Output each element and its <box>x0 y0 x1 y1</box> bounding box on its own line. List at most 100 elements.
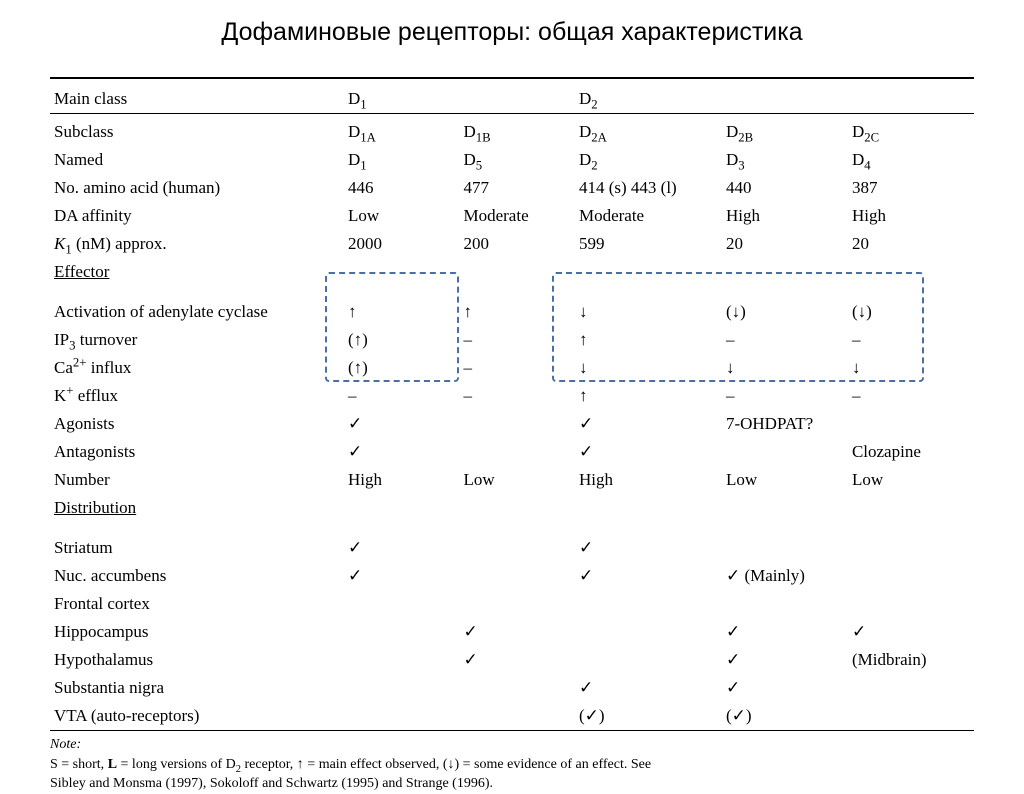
cell <box>722 534 848 562</box>
note-heading: Note: <box>50 737 81 752</box>
cell: D4 <box>848 146 974 174</box>
row-label: Frontal cortex <box>50 590 344 618</box>
cell: – <box>848 382 974 410</box>
cell: (↑) <box>344 354 459 382</box>
row-label: Antagonists <box>50 438 344 466</box>
cell: (Midbrain) <box>848 646 974 674</box>
spacer-row <box>50 78 974 85</box>
table-row: Number High Low High Low Low <box>50 466 974 494</box>
page-title: Дофаминовые рецепторы: общая характерист… <box>50 18 974 47</box>
header-row: Main class D1 D2 <box>50 85 974 114</box>
cell: Low <box>722 466 848 494</box>
cell: High <box>848 202 974 230</box>
cell: ↑ <box>344 298 459 326</box>
table-row: IP3 turnover (↑) – ↑ – – <box>50 326 974 354</box>
cell: ✓ <box>575 562 722 590</box>
cell <box>344 646 459 674</box>
row-label: Ca2+ influx <box>50 354 344 382</box>
table-row: Agonists ✓ ✓ 7-OHDPAT? <box>50 410 974 438</box>
cell <box>344 618 459 646</box>
table-row: K1 (nM) approx. 2000 200 599 20 20 <box>50 230 974 258</box>
table-row: Frontal cortex <box>50 590 974 618</box>
cell <box>459 410 574 438</box>
cell: ↓ <box>848 354 974 382</box>
cell <box>722 438 848 466</box>
cell: ✓ <box>344 438 459 466</box>
table-row: No. amino acid (human) 446 477 414 (s) 4… <box>50 174 974 202</box>
row-label: VTA (auto-receptors) <box>50 702 344 731</box>
cell: D2C <box>848 118 974 146</box>
row-label: Nuc. accumbens <box>50 562 344 590</box>
cell: D5 <box>459 146 574 174</box>
row-label: No. amino acid (human) <box>50 174 344 202</box>
cell: D1B <box>459 118 574 146</box>
cell: – <box>722 382 848 410</box>
footnote: Note: S = short, L = long versions of D2… <box>50 735 974 794</box>
cell: D2A <box>575 118 722 146</box>
cell: ✓ <box>848 618 974 646</box>
cell: 414 (s) 443 (l) <box>575 174 722 202</box>
row-label: Striatum <box>50 534 344 562</box>
cell <box>459 534 574 562</box>
cell: – <box>459 382 574 410</box>
table-row: Ca2+ influx (↑) – ↓ ↓ ↓ <box>50 354 974 382</box>
distribution-label: Distribution <box>50 494 344 522</box>
cell: 7-OHDPAT? <box>722 410 848 438</box>
cell: ↓ <box>575 354 722 382</box>
cell: ✓ <box>575 534 722 562</box>
cell: High <box>344 466 459 494</box>
cell: ↓ <box>722 354 848 382</box>
row-label: DA affinity <box>50 202 344 230</box>
cell: D2B <box>722 118 848 146</box>
cell: (↑) <box>344 326 459 354</box>
cell <box>459 674 574 702</box>
row-label: Number <box>50 466 344 494</box>
cell <box>344 674 459 702</box>
cell: D3 <box>722 146 848 174</box>
cell: Moderate <box>459 202 574 230</box>
cell: ↑ <box>575 326 722 354</box>
row-label: K+ efflux <box>50 382 344 410</box>
row-label: Hippocampus <box>50 618 344 646</box>
cell: ↑ <box>459 298 574 326</box>
cell: Low <box>459 466 574 494</box>
cell: ✓ <box>459 618 574 646</box>
cell <box>344 702 459 731</box>
row-label: IP3 turnover <box>50 326 344 354</box>
spacer-row <box>50 522 974 534</box>
table-row: Striatum ✓ ✓ <box>50 534 974 562</box>
table-row: Hippocampus ✓ ✓ ✓ <box>50 618 974 646</box>
main-class-label: Main class <box>50 85 344 114</box>
cell: 440 <box>722 174 848 202</box>
cell: ✓ <box>722 646 848 674</box>
cell <box>459 562 574 590</box>
cell: ✓ <box>344 410 459 438</box>
d1-header: D1 <box>344 85 575 114</box>
d2-header: D2 <box>575 85 974 114</box>
effector-label: Effector <box>50 258 344 286</box>
note-line2: Sibley and Monsma (1997), Sokoloff and S… <box>50 776 493 791</box>
table-row: Hypothalamus ✓ ✓ (Midbrain) <box>50 646 974 674</box>
table-row: Antagonists ✓ ✓ Clozapine <box>50 438 974 466</box>
cell <box>848 702 974 731</box>
cell: ✓ <box>575 410 722 438</box>
table-row: DA affinity Low Moderate Moderate High H… <box>50 202 974 230</box>
receptor-table: Main class D1 D2 Subclass D1A D1B D2A D2… <box>50 77 974 731</box>
cell: 446 <box>344 174 459 202</box>
cell <box>848 534 974 562</box>
cell <box>575 646 722 674</box>
cell: – <box>722 326 848 354</box>
cell <box>459 438 574 466</box>
cell: 20 <box>722 230 848 258</box>
row-label: K1 (nM) approx. <box>50 230 344 258</box>
row-label: Agonists <box>50 410 344 438</box>
table-row: Subclass D1A D1B D2A D2B D2C <box>50 118 974 146</box>
cell: D1A <box>344 118 459 146</box>
cell: 20 <box>848 230 974 258</box>
cell: (✓) <box>575 702 722 731</box>
cell: (↓) <box>722 298 848 326</box>
cell: ✓ <box>344 534 459 562</box>
cell: ✓ <box>344 562 459 590</box>
cell: – <box>459 354 574 382</box>
row-label: Activation of adenylate cyclase <box>50 298 344 326</box>
